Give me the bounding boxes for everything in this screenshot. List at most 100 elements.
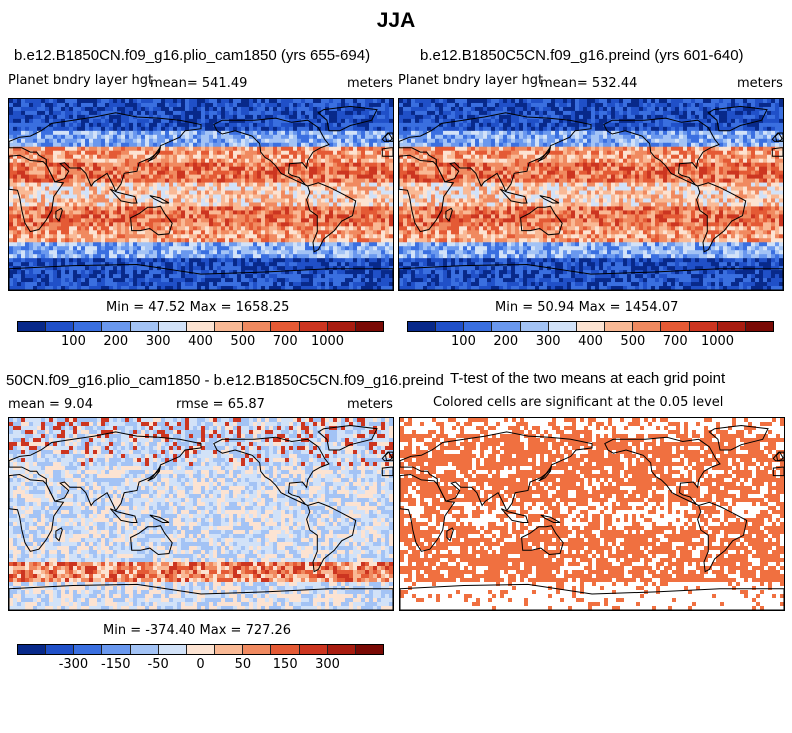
colorbar-swatch: [576, 322, 606, 331]
coastline: [445, 207, 453, 222]
colorbar-tick-label: 400: [188, 334, 213, 349]
colorbar-swatch: [689, 322, 718, 331]
colorbar-swatch: [327, 645, 356, 654]
colorbar-swatch: [243, 322, 272, 331]
colorbar-tick-label: 100: [451, 334, 476, 349]
colorbar-swatch: [548, 322, 577, 331]
panel2-variable: Planet bndry layer hgt: [398, 73, 544, 88]
colorbar-tick-label: 0: [196, 657, 205, 672]
coastline: [381, 466, 393, 477]
coastline: [400, 583, 784, 610]
colorbar-swatch: [215, 322, 244, 331]
colorbar-tick-label: 300: [315, 657, 340, 672]
colorbar-swatch: [186, 322, 216, 331]
colorbar-swatch: [243, 645, 272, 654]
coastline: [9, 154, 65, 233]
panel1-minmax: Min = 47.52 Max = 1658.25: [106, 300, 290, 315]
panel3-rmse: rmse = 65.87: [176, 397, 265, 412]
colorbar-swatch: [520, 322, 549, 331]
coastline: [399, 263, 783, 290]
coastline: [109, 508, 138, 523]
coastline: [775, 451, 784, 462]
colorbar-tick-label: -50: [147, 657, 169, 672]
panel3-units: meters: [347, 397, 393, 412]
panel1-variable: Planet bndry layer hgt: [8, 73, 154, 88]
panel3-minmax: Min = -374.40 Max = 727.26: [103, 623, 292, 638]
coastline: [539, 195, 560, 204]
colorbar-swatch: [355, 645, 384, 654]
coastline: [149, 514, 170, 523]
colorbar-swatch: [605, 322, 634, 331]
colorbar-swatch: [633, 322, 662, 331]
coastline: [9, 431, 202, 512]
colorbar-swatch: [102, 322, 131, 331]
colorbar-tick-label: 150: [272, 657, 298, 672]
panel3-mean: mean = 9.04: [8, 397, 93, 412]
coastline: [55, 207, 63, 222]
coastline: [130, 205, 173, 236]
colorbar-tick-label: 100: [61, 334, 86, 349]
colorbar-tick-label: 700: [272, 334, 298, 349]
coastline: [213, 436, 330, 506]
colorbar-swatch: [464, 322, 493, 331]
panel1-title: b.e12.B1850CN.f09_g16.plio_cam1850 (yrs …: [14, 47, 371, 64]
colorbar-swatch: [355, 322, 384, 331]
colorbar-tick-label: 1000: [310, 334, 345, 349]
coastline: [537, 146, 551, 163]
colorbar-swatch: [717, 322, 746, 331]
colorbar-tick-label: 200: [493, 334, 519, 349]
coastline: [109, 188, 138, 204]
coastline: [55, 527, 63, 542]
colorbar-swatch: [492, 322, 521, 331]
colorbar-swatch: [186, 645, 216, 654]
colorbar-swatch: [299, 322, 328, 331]
coastline: [540, 514, 561, 523]
coastline: [696, 182, 747, 253]
coastline: [399, 154, 455, 233]
colorbar-swatch: [18, 322, 47, 331]
panel3-map: [8, 417, 394, 611]
colorbar-tick-label: -150: [101, 657, 131, 672]
panel4-map: [399, 417, 785, 611]
colorbar-swatch: [271, 322, 300, 331]
coastline: [708, 424, 769, 451]
coastline: [9, 263, 393, 290]
colorbar-tick-label: 200: [103, 334, 129, 349]
coastline: [9, 473, 65, 552]
colorbar-swatch: [102, 645, 131, 654]
colorbar-swatch: [327, 322, 356, 331]
colorbar-swatch: [130, 322, 159, 331]
coastline: [381, 451, 393, 462]
colorbar-tick-label: 400: [578, 334, 603, 349]
coastline: [538, 465, 552, 482]
colorbar-swatch: [299, 645, 328, 654]
panel1-mean: mean= 541.49: [150, 76, 248, 91]
colorbar-swatch: [745, 322, 774, 331]
coastline: [771, 132, 783, 142]
coastline: [381, 132, 393, 142]
colorbar-swatch: [436, 322, 465, 331]
colorbar-swatch: [130, 645, 159, 654]
colorbar-swatch: [18, 645, 47, 654]
coastline: [147, 146, 161, 163]
colorbar-swatch: [46, 322, 75, 331]
panel2-colorbar: [407, 321, 774, 332]
colorbar-swatch: [158, 645, 187, 654]
colorbar-tick-label: 1000: [700, 334, 735, 349]
coastline: [9, 583, 393, 610]
colorbar-swatch: [158, 322, 187, 331]
coastline: [772, 451, 784, 462]
colorbar-swatch: [408, 322, 437, 331]
coastline: [771, 147, 783, 157]
coastline: [317, 105, 378, 132]
colorbar-swatch: [74, 645, 103, 654]
panel1-units: meters: [347, 76, 393, 91]
coastline: [213, 117, 330, 187]
panel2-mean: mean= 532.44: [540, 76, 638, 91]
panel3-colorbar: [17, 644, 384, 655]
colorbar-tick-label: 500: [620, 334, 646, 349]
panel4-title: T-test of the two means at each grid poi…: [450, 370, 726, 387]
coastline: [384, 451, 393, 462]
coastline: [774, 132, 783, 143]
colorbar-tick-label: 500: [230, 334, 256, 349]
